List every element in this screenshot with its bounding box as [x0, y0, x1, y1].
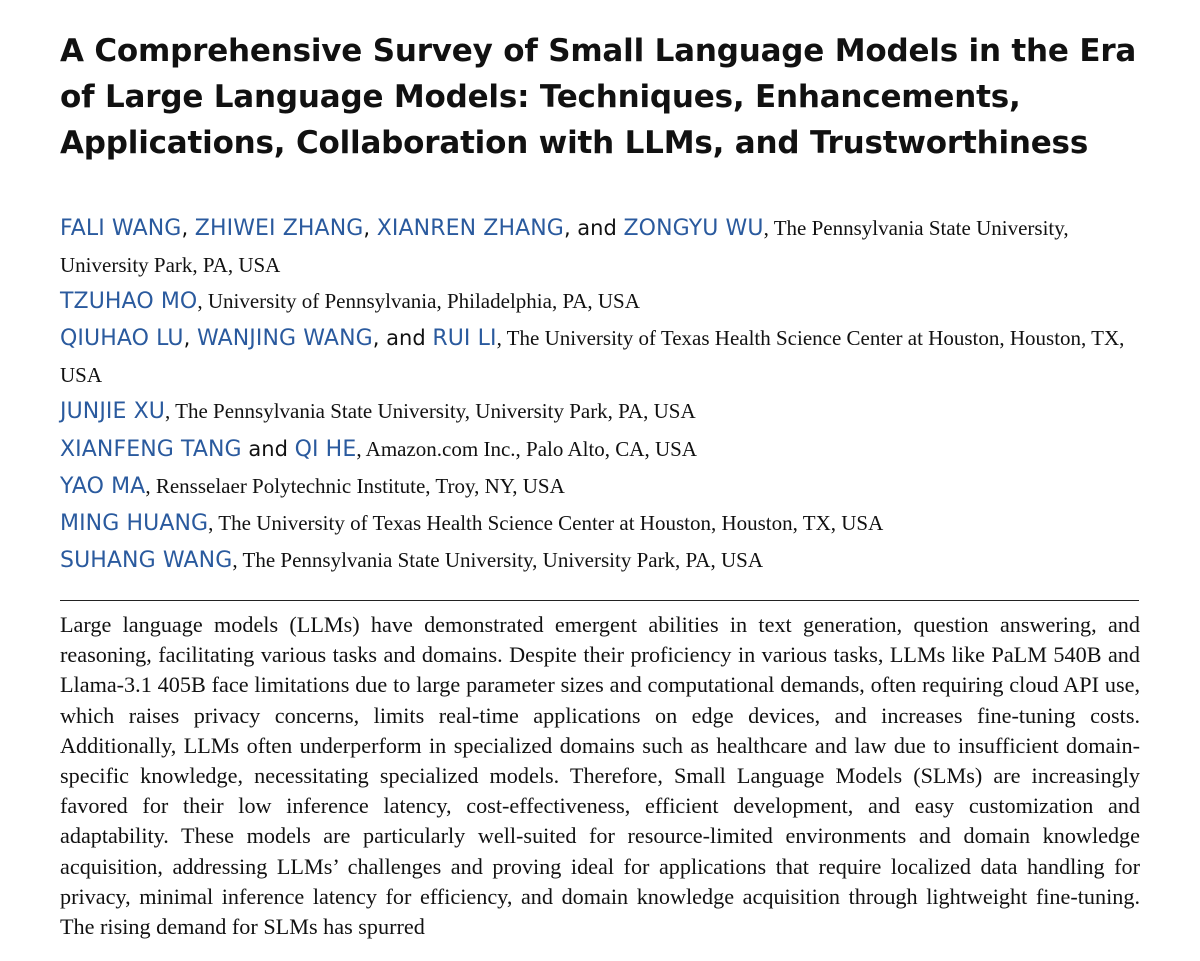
author-name[interactable]: YAO MA — [60, 473, 146, 499]
author-affiliation: , Amazon.com Inc., Palo Alto, CA, USA — [356, 436, 697, 461]
author-group: QIUHAO LU, WANJING WANG, and RUI LI, The… — [60, 320, 1145, 393]
author-group: JUNJIE XU, The Pennsylvania State Univer… — [60, 393, 1145, 430]
author-affiliation: , University of Pennsylvania, Philadelph… — [197, 289, 640, 314]
author-group: MING HUANG, The University of Texas Heal… — [60, 505, 1145, 542]
author-name[interactable]: WANJING WANG — [196, 326, 373, 352]
author-separator: , and — [372, 326, 433, 351]
author-affiliation: , The University of Texas Health Science… — [208, 510, 884, 535]
paper-title: A Comprehensive Survey of Small Language… — [60, 33, 1137, 161]
author-name[interactable]: TZUHAO MO — [60, 289, 198, 315]
author-group: SUHANG WANG, The Pennsylvania State Univ… — [60, 542, 1145, 579]
author-separator: and — [241, 436, 295, 461]
author-group: TZUHAO MO, University of Pennsylvania, P… — [60, 283, 1145, 320]
author-affiliation: , The Pennsylvania State University, Uni… — [232, 547, 763, 572]
author-name[interactable]: MING HUANG — [60, 510, 209, 536]
author-group: YAO MA, Rensselaer Polytechnic Institute… — [60, 468, 1145, 505]
author-list: FALI WANG, ZHIWEI ZHANG, XIANREN ZHANG, … — [60, 210, 1145, 579]
author-name[interactable]: XIANFENG TANG — [60, 436, 242, 462]
author-affiliation: , The Pennsylvania State University, Uni… — [165, 399, 696, 424]
author-name[interactable]: QIUHAO LU — [60, 326, 184, 352]
author-separator: , — [181, 216, 195, 240]
author-name[interactable]: SUHANG WANG — [60, 547, 233, 573]
author-separator: , — [363, 216, 377, 240]
author-separator: , and — [563, 216, 624, 240]
author-name[interactable]: QI HE — [294, 436, 357, 462]
author-affiliation: , The University of Texas Health Science… — [60, 326, 1125, 388]
section-divider — [60, 600, 1139, 601]
author-name[interactable]: FALI WANG — [60, 216, 182, 241]
author-separator: , — [183, 326, 197, 351]
author-name[interactable]: RUI LI — [432, 326, 497, 352]
author-affiliation: , Rensselaer Polytechnic Institute, Troy… — [145, 473, 565, 498]
author-name[interactable]: XIANREN ZHANG — [376, 216, 564, 241]
author-group: XIANFENG TANG and QI HE, Amazon.com Inc.… — [60, 431, 1145, 468]
abstract-text: Large language models (LLMs) have demons… — [60, 612, 1140, 940]
author-name[interactable]: JUNJIE XU — [60, 399, 165, 425]
author-group: FALI WANG, ZHIWEI ZHANG, XIANREN ZHANG, … — [60, 210, 1145, 283]
author-name[interactable]: ZONGYU WU — [623, 216, 764, 241]
author-name[interactable]: ZHIWEI ZHANG — [194, 216, 364, 241]
author-affiliation: , The Pennsylvania State University, Uni… — [60, 216, 1069, 278]
